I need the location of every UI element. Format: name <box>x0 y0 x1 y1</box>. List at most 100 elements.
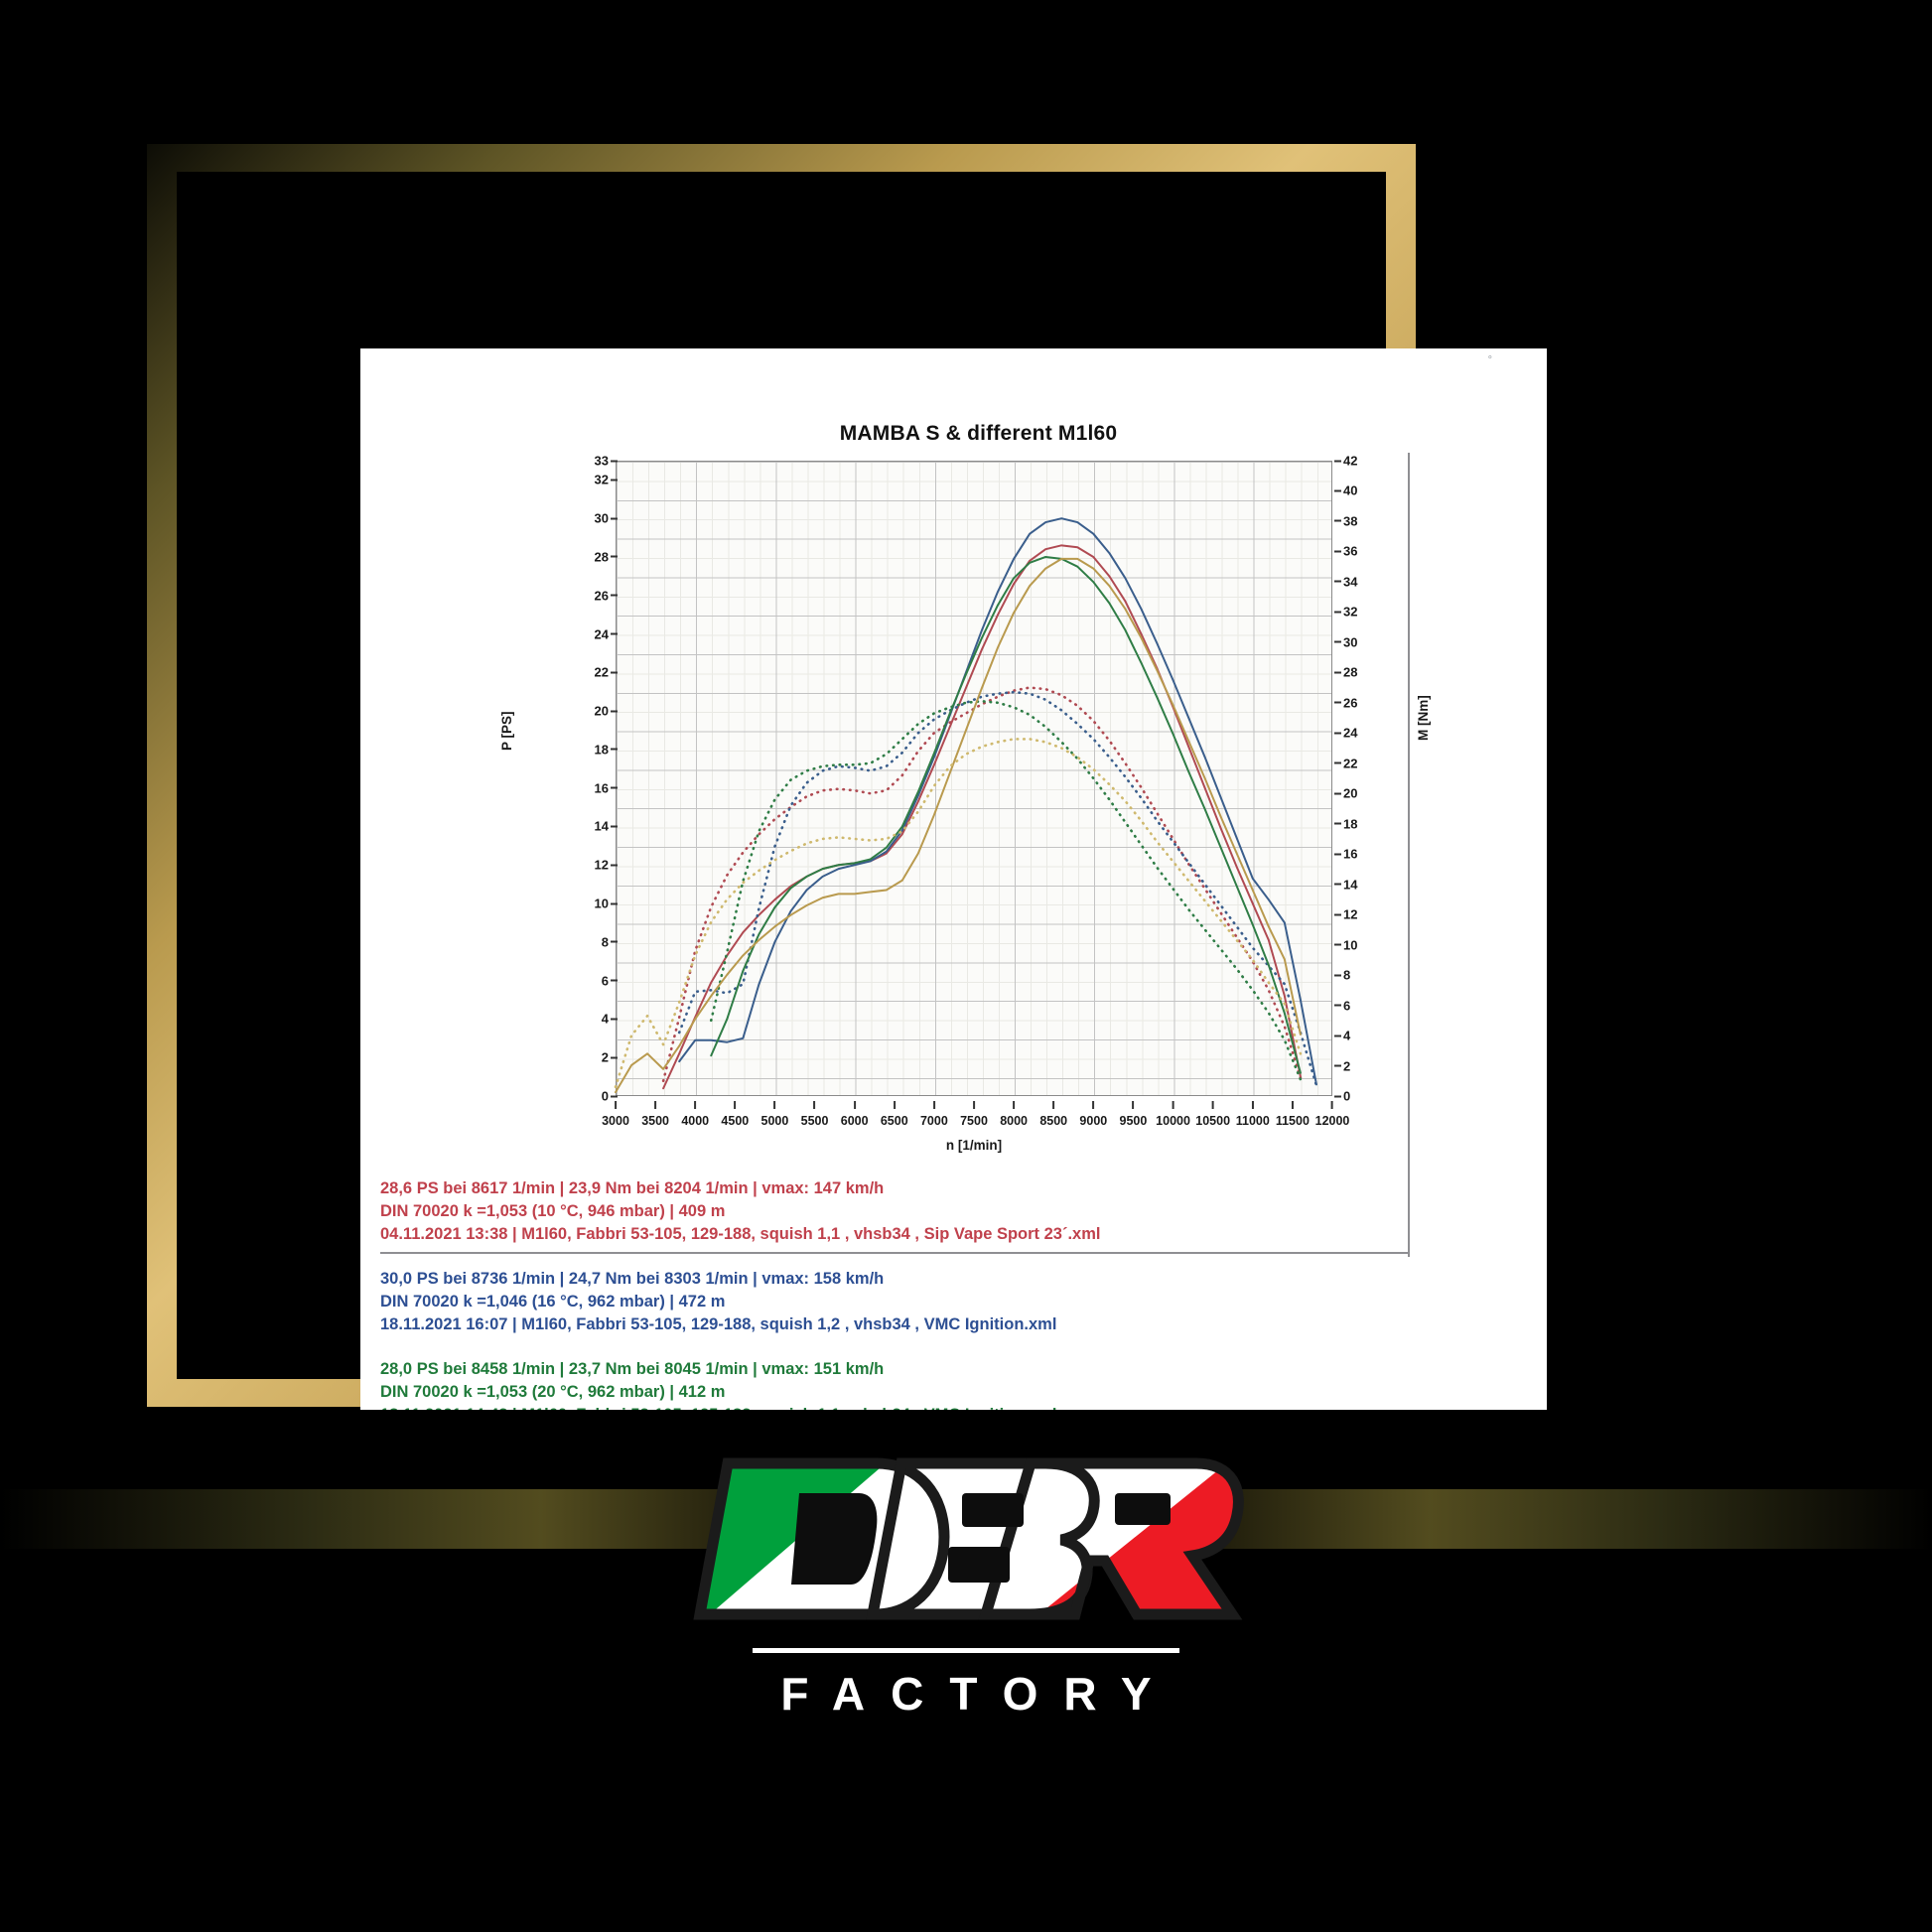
y-left-tick: 18 <box>594 742 609 758</box>
x-tick: 6500 <box>880 1114 908 1128</box>
x-tick: 9500 <box>1119 1114 1148 1128</box>
x-axis-label: n [1/min] <box>945 1138 1003 1153</box>
brand-footer: FACTORY <box>0 1410 1932 1932</box>
chart-title-text: MAMBA S & different M1l60 <box>839 422 1118 445</box>
logo-outline <box>693 1457 1244 1620</box>
x-tick: 3000 <box>602 1114 629 1128</box>
series-run-4-torque <box>614 738 1303 1089</box>
y-right-tick: 2 <box>1343 1058 1351 1074</box>
y-left-tick: 28 <box>594 549 609 565</box>
y-right-tick: 36 <box>1343 543 1358 559</box>
y-right-tick: 32 <box>1343 604 1358 620</box>
y-right-tick: 14 <box>1343 877 1358 893</box>
plot-outer: 0 2 4 6 8 10 12 14 16 18 20 22 24 26 28 30 32 33 0 2 4 6 8 10 1… <box>380 453 1431 1257</box>
run-legend-block: 30,0 PS bei 8736 1/min | 24,7 Nm bei 830… <box>380 1268 1472 1336</box>
logo-subtitle: FACTORY <box>780 1668 1177 1720</box>
x-tick: 6000 <box>840 1114 869 1128</box>
y-right-tick: 8 <box>1343 967 1351 983</box>
x-tick: 4500 <box>721 1114 750 1128</box>
x-tick: 7500 <box>960 1114 988 1128</box>
curve-layer <box>614 517 1318 1094</box>
x-tick: 11500 <box>1275 1114 1310 1128</box>
x-axis-ticks: 3000 3500 4000 4500 5000 5500 6000 6500 7000 7500… <box>602 1100 1349 1140</box>
dyno-sheet: ° MAMBA S & different M1l60 0 2 4 6 8 10 12 14 1… <box>360 348 1547 1546</box>
series-run-3-power <box>710 555 1302 1074</box>
series-run-2-torque <box>677 690 1318 1087</box>
run-3-line2: DIN 70020 k =1,053 (20 °C, 962 mbar) | 4… <box>380 1383 726 1401</box>
y-left-tick: 8 <box>601 934 609 950</box>
x-tick: 5500 <box>800 1114 829 1128</box>
x-tick: 10000 <box>1156 1114 1190 1128</box>
y-left-tick: 26 <box>594 588 609 604</box>
x-tick: 8000 <box>1000 1114 1029 1128</box>
chart-area: ° MAMBA S & different M1l60 0 2 4 6 8 10 12 14 1… <box>360 348 1547 1546</box>
run-2-line1: 30,0 PS bei 8736 1/min | 24,7 Nm bei 830… <box>380 1270 885 1288</box>
y-right-tick: 38 <box>1343 513 1358 529</box>
y-right-tick: 34 <box>1343 574 1358 590</box>
run-legend-block: 28,6 PS bei 8617 1/min | 23,9 Nm bei 820… <box>380 1177 1472 1246</box>
y-left-tick: 0 <box>601 1088 609 1104</box>
x-tick: 11000 <box>1235 1114 1270 1128</box>
y-right-tick: 0 <box>1343 1088 1351 1104</box>
y-right-tick: 26 <box>1343 695 1358 711</box>
x-tick: 9000 <box>1079 1114 1108 1128</box>
y-right-tick: 4 <box>1343 1028 1351 1043</box>
run-1-line3: 04.11.2021 13:38 | M1l60, Fabbri 53-105,… <box>380 1225 1101 1243</box>
series-run-1-power <box>662 544 1302 1090</box>
y-axis-left-label: P [PS] <box>499 711 514 751</box>
sheet-bottom-rule <box>380 1252 1408 1254</box>
y-left-tick: 30 <box>594 510 609 526</box>
sheet-corner-mark: ° <box>1487 354 1492 366</box>
logo-counters <box>791 1493 1171 1585</box>
y-left-tick: 24 <box>594 626 609 642</box>
y-left-tick: 4 <box>601 1011 609 1027</box>
y-left-tick: 22 <box>594 664 609 680</box>
x-tick: 12000 <box>1314 1114 1350 1128</box>
chart-title: MAMBA S & different M1l60 <box>360 422 1547 446</box>
logo-wrap: FACTORY <box>0 1449 1932 1721</box>
run-1-line2: DIN 70020 k =1,053 (10 °C, 946 mbar) | 4… <box>380 1202 726 1220</box>
series-run-2-power <box>678 517 1317 1086</box>
y-right-tick: 6 <box>1343 998 1351 1014</box>
y-left-tick: 32 <box>594 472 609 487</box>
y-axis-right-ticks: 0 2 4 6 8 10 12 14 16 18 20 22 24 26 28 30 32 34 36 38 40 42 <box>1335 454 1405 1104</box>
y-right-tick: 20 <box>1343 785 1358 801</box>
dbr-logo <box>693 1457 1244 1620</box>
y-right-tick: 16 <box>1343 846 1358 862</box>
y-right-tick: 30 <box>1343 634 1358 650</box>
y-axis-left-ticks: 0 2 4 6 8 10 12 14 16 18 20 22 24 26 28 30 32 33 <box>549 454 609 1104</box>
run-3-line1: 28,0 PS bei 8458 1/min | 23,7 Nm bei 804… <box>380 1360 885 1378</box>
x-tick: 4000 <box>681 1114 710 1128</box>
y-right-tick: 40 <box>1343 483 1358 498</box>
x-tick: 7000 <box>919 1114 948 1128</box>
y-right-tick: 22 <box>1343 756 1358 771</box>
y-right-tick: 28 <box>1343 664 1358 680</box>
y-left-tick: 2 <box>601 1049 609 1065</box>
x-tick: 3500 <box>641 1114 670 1128</box>
y-right-tick: 18 <box>1343 816 1358 832</box>
y-left-tick: 12 <box>594 857 609 873</box>
y-left-tick: 16 <box>594 780 609 796</box>
x-tick: 10500 <box>1195 1114 1231 1128</box>
y-right-tick: 10 <box>1343 937 1358 953</box>
y-axis-right-label: M [Nm] <box>1416 695 1431 741</box>
sheet-right-rule <box>1408 453 1410 1257</box>
y-left-tick: 10 <box>594 896 609 911</box>
y-right-tick: 42 <box>1343 453 1358 469</box>
series-run-3-torque <box>709 699 1303 1081</box>
y-left-tick: 14 <box>594 818 609 834</box>
run-1-line1: 28,6 PS bei 8617 1/min | 23,9 Nm bei 820… <box>380 1179 885 1197</box>
y-right-tick: 24 <box>1343 725 1358 741</box>
series-run-4-power <box>615 557 1302 1094</box>
x-tick: 5000 <box>760 1114 789 1128</box>
y-left-tick: 6 <box>601 973 609 989</box>
series-run-1-torque <box>661 686 1303 1083</box>
frame-inner-black: ° MAMBA S & different M1l60 0 2 4 6 8 10 12 14 1… <box>177 172 1547 1546</box>
run-2-line3: 18.11.2021 16:07 | M1l60, Fabbri 53-105,… <box>380 1315 1057 1333</box>
italian-flag-fill <box>700 1463 1239 1614</box>
y-left-tick: 33 <box>594 453 609 469</box>
run-2-line2: DIN 70020 k =1,046 (16 °C, 962 mbar) | 4… <box>380 1293 726 1311</box>
logo-divider <box>753 1648 1179 1653</box>
y-right-tick: 12 <box>1343 906 1358 922</box>
